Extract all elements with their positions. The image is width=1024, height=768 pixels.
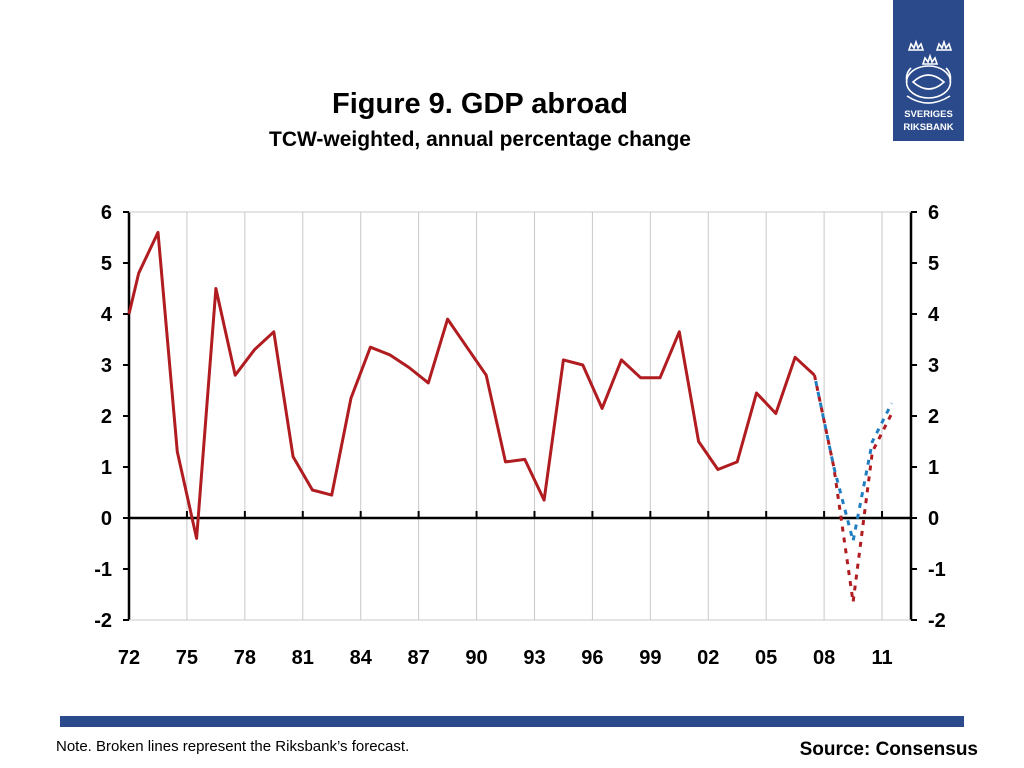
chart-subtitle: TCW-weighted, annual percentage change [269,128,691,151]
x-tick-label: 78 [234,647,256,669]
y-tick-label-left: 1 [101,457,112,479]
x-tick-label: 96 [581,647,603,669]
gdp-series-line [127,230,816,540]
y-tick-label-right: -1 [928,559,946,581]
y-tick-label-left: 6 [101,202,112,224]
gdp-line-chart: -2 -2-1 -10 01 12 23 34 45 56 672 75 78 81 84 87 90 93 96… [94,202,946,669]
chart-title: Figure 9. GDP abroad [332,88,628,120]
y-tick-label-right: 6 [928,202,939,224]
source-label: Source: Consensus [799,739,978,760]
y-tick-label-right: 3 [928,355,939,377]
crown-emblem-icon [905,39,953,104]
x-tick-label: 02 [697,647,719,669]
y-tick-label-left: 5 [101,253,112,275]
y-tick-label-left: 2 [101,406,112,428]
logo-line2: RIKSBANK [903,122,953,133]
x-tick-label: 72 [118,647,140,669]
y-tick-label-left: 4 [101,304,113,326]
y-tick-label-left: -1 [94,559,112,581]
x-tick-label: 90 [465,647,487,669]
x-tick-label: 84 [350,647,373,669]
forecast-series-line [813,374,894,604]
y-tick-label-left: 3 [101,355,112,377]
logo-line1: SVERIGES [904,109,953,120]
y-tick-label-right: 1 [928,457,939,479]
y-tick-label-right: 2 [928,406,939,428]
x-tick-label: 05 [755,647,777,669]
x-tick-label: 81 [292,647,314,669]
y-tick-label-left: 0 [101,508,112,530]
footer-divider [60,716,964,727]
x-tick-label: 93 [523,647,545,669]
y-tick-label-right: 5 [928,253,939,275]
y-tick-label-right: -2 [928,610,946,632]
riksbank-logo: SVERIGES RIKSBANK [893,0,964,141]
y-tick-label-right: 0 [928,508,939,530]
y-tick-label-right: 4 [928,304,940,326]
x-tick-label: 75 [176,647,198,669]
x-tick-label: 99 [639,647,661,669]
forecast-note: Note. Broken lines represent the Riksban… [56,738,410,755]
forecast-series-line [813,374,894,543]
x-tick-label: 87 [408,647,430,669]
x-tick-label: 08 [813,647,835,669]
y-tick-label-left: -2 [94,610,112,632]
x-tick-label: 11 [871,647,892,669]
